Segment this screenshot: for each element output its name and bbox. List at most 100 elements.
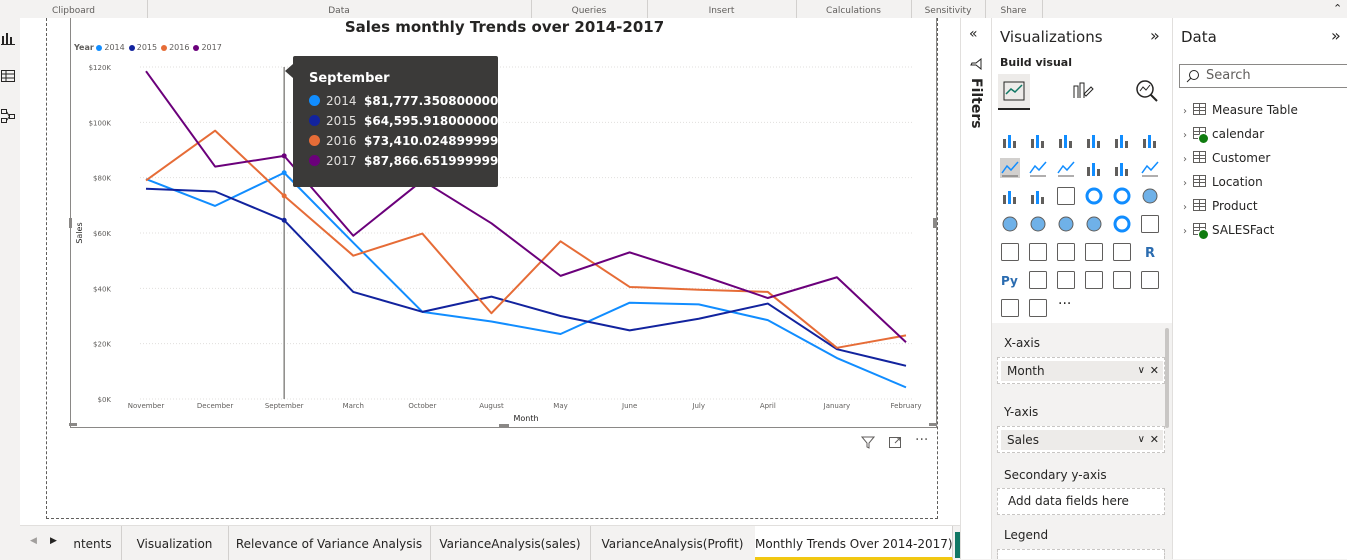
- decomposition-tree-icon[interactable]: [1056, 270, 1076, 290]
- line-and-column-chart-icon[interactable]: [1084, 158, 1104, 178]
- tab-variance-analysis-profit[interactable]: VarianceAnalysis(Profit): [590, 526, 756, 560]
- x-tick-label: October: [408, 402, 436, 410]
- resize-handle[interactable]: [933, 218, 936, 228]
- chevron-down-icon[interactable]: ∨: [1137, 434, 1145, 445]
- tab-contents[interactable]: ntents: [64, 526, 122, 560]
- chart-plot[interactable]: $0K $20K $40K $60K $80K $100K $120K November Dec…: [71, 18, 936, 426]
- remove-field-icon[interactable]: ✕: [1149, 364, 1159, 377]
- tab-monthly-trends[interactable]: Monthly Trends Over 2014-2017): [755, 526, 953, 560]
- scrollbar-thumb[interactable]: [1165, 328, 1169, 428]
- search-input[interactable]: Search: [1179, 64, 1347, 88]
- multi-row-card-icon[interactable]: [1000, 242, 1020, 262]
- resize-handle[interactable]: [69, 218, 72, 228]
- filled-map-icon[interactable]: [1028, 214, 1048, 234]
- pie-chart-icon[interactable]: [1084, 186, 1104, 206]
- power-apps-icon[interactable]: [1028, 298, 1048, 318]
- legend-item-2015[interactable]: 2015: [128, 43, 157, 52]
- r-visual-icon[interactable]: R: [1140, 242, 1160, 262]
- expand-filters-icon[interactable]: «: [969, 26, 978, 42]
- legend-well[interactable]: [997, 549, 1165, 559]
- legend-item-2014[interactable]: 2014: [96, 43, 125, 52]
- kpi-icon[interactable]: [1028, 242, 1048, 262]
- filters-pane-collapsed[interactable]: « Filters: [960, 18, 992, 559]
- data-pane: Data » Search › Measure Table › calendar › Cu…: [1172, 18, 1347, 559]
- python-visual-icon[interactable]: Py: [1000, 270, 1020, 290]
- tab-variance-analysis-sales[interactable]: VarianceAnalysis(sales): [430, 526, 591, 560]
- collapse-data-icon[interactable]: »: [1331, 26, 1341, 45]
- remove-field-icon[interactable]: ✕: [1149, 433, 1159, 446]
- resize-handle[interactable]: [929, 423, 937, 426]
- tab-visualization[interactable]: Visualization: [121, 526, 229, 560]
- chevron-right-icon[interactable]: ›: [1183, 130, 1187, 141]
- 100-stacked-bar-chart-icon[interactable]: [1112, 130, 1132, 150]
- chevron-right-icon[interactable]: ›: [1183, 154, 1187, 165]
- legend-item-2016[interactable]: 2016: [161, 43, 189, 52]
- table-icon[interactable]: [1084, 242, 1104, 262]
- table-location[interactable]: › Location: [1183, 175, 1263, 189]
- collapse-ribbon-icon[interactable]: ⌃: [1333, 2, 1343, 15]
- scatter-chart-icon[interactable]: [1056, 186, 1076, 206]
- build-visual-tab[interactable]: [998, 74, 1030, 110]
- treemap-icon[interactable]: [1140, 186, 1160, 206]
- stacked-area-chart-icon[interactable]: [1056, 158, 1076, 178]
- collapse-visualizations-icon[interactable]: »: [1150, 26, 1160, 45]
- line-and-clustered-column-chart-icon[interactable]: [1112, 158, 1132, 178]
- 100-stacked-column-chart-icon[interactable]: [1140, 130, 1160, 150]
- legend-item-2017[interactable]: 2017: [193, 43, 222, 52]
- clustered-bar-chart-icon[interactable]: [1056, 130, 1076, 150]
- tab-relevance-of-variance-analysis[interactable]: Relevance of Variance Analysis: [228, 526, 431, 560]
- chevron-down-icon[interactable]: ∨: [1137, 365, 1145, 376]
- clustered-column-chart-icon[interactable]: [1084, 130, 1104, 150]
- key-influencers-icon[interactable]: [1028, 270, 1048, 290]
- stacked-column-chart-icon[interactable]: [1028, 130, 1048, 150]
- smart-narrative-icon[interactable]: [1112, 270, 1132, 290]
- gauge-icon[interactable]: [1112, 214, 1132, 234]
- table-product[interactable]: › Product: [1183, 199, 1258, 213]
- table-name: Product: [1212, 199, 1258, 213]
- chevron-right-icon[interactable]: ›: [1183, 226, 1187, 237]
- line-chart-visual[interactable]: Sales monthly Trends over 2014-2017 Year…: [69, 18, 937, 428]
- donut-chart-icon[interactable]: [1112, 186, 1132, 206]
- model-view-icon[interactable]: [0, 108, 18, 126]
- goals-icon[interactable]: [1140, 270, 1160, 290]
- table-calendar[interactable]: › calendar: [1183, 127, 1264, 144]
- area-chart-icon[interactable]: [1028, 158, 1048, 178]
- x-axis-field-chip[interactable]: Month ∨ ✕: [1001, 361, 1163, 381]
- scroll-left-icon[interactable]: ◀: [30, 536, 37, 546]
- azure-map-icon[interactable]: [1084, 214, 1104, 234]
- analytics-icon[interactable]: [1135, 79, 1159, 107]
- table-measure-table[interactable]: › Measure Table: [1183, 103, 1298, 117]
- filter-icon[interactable]: [861, 435, 875, 449]
- scroll-right-icon[interactable]: ▶: [50, 536, 57, 546]
- card-icon[interactable]: [1140, 214, 1160, 234]
- x-axis-well[interactable]: Month ∨ ✕: [997, 357, 1165, 384]
- stacked-bar-chart-icon[interactable]: [1000, 130, 1020, 150]
- table-customer[interactable]: › Customer: [1183, 151, 1270, 165]
- qa-icon[interactable]: [1084, 270, 1104, 290]
- matrix-icon[interactable]: [1112, 242, 1132, 262]
- table-name: Measure Table: [1212, 103, 1298, 117]
- more-options-icon[interactable]: ···: [915, 432, 929, 448]
- format-visual-icon[interactable]: [1070, 80, 1094, 107]
- paginated-report-icon[interactable]: [1000, 298, 1020, 318]
- more-visuals-icon[interactable]: ···: [1058, 296, 1072, 312]
- resize-handle[interactable]: [499, 424, 509, 427]
- y-axis-field-chip[interactable]: Sales ∨ ✕: [1001, 430, 1163, 450]
- waterfall-chart-icon[interactable]: [1000, 186, 1020, 206]
- table-salesfact[interactable]: › SALESFact: [1183, 223, 1274, 240]
- ribbon-chart-icon[interactable]: [1140, 158, 1160, 178]
- y-axis-well[interactable]: Sales ∨ ✕: [997, 426, 1165, 453]
- chevron-right-icon[interactable]: ›: [1183, 178, 1187, 189]
- funnel-chart-icon[interactable]: [1028, 186, 1048, 206]
- chevron-right-icon[interactable]: ›: [1183, 106, 1187, 117]
- shape-map-icon[interactable]: [1056, 214, 1076, 234]
- line-chart-icon[interactable]: [1000, 158, 1020, 178]
- table-view-icon[interactable]: [0, 68, 18, 86]
- focus-mode-icon[interactable]: [888, 435, 902, 449]
- report-view-icon[interactable]: [0, 30, 18, 48]
- map-icon[interactable]: [1000, 214, 1020, 234]
- secondary-y-axis-well[interactable]: Add data fields here: [997, 488, 1165, 515]
- slicer-icon[interactable]: [1056, 242, 1076, 262]
- chevron-right-icon[interactable]: ›: [1183, 202, 1187, 213]
- resize-handle[interactable]: [69, 423, 77, 426]
